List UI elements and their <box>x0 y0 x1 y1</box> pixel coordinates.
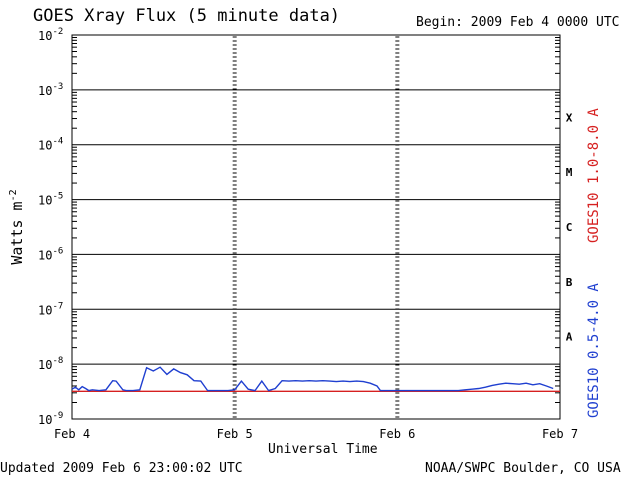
y-tick-label: 10-6 <box>38 246 63 262</box>
y-axis-label-exponent: -2 <box>8 189 19 201</box>
legend-long-channel: GOES10 1.0-8.0 A <box>586 108 602 243</box>
flare-class-label: M <box>566 166 573 179</box>
x-tick-label: Feb 5 <box>217 427 253 441</box>
y-tick-label: 10-2 <box>38 27 63 43</box>
y-tick-label: 10-5 <box>38 192 63 208</box>
series-line-short <box>71 366 554 392</box>
flare-class-label: C <box>566 221 573 234</box>
updated-timestamp: Updated 2009 Feb 6 23:00:02 UTC <box>0 461 243 476</box>
page-title: GOES Xray Flux (5 minute data) <box>33 6 341 26</box>
flare-class-label: B <box>566 276 573 289</box>
x-tick-label: Feb 7 <box>542 427 578 441</box>
y-tick-label: 10-4 <box>38 137 63 153</box>
x-tick-label: Feb 4 <box>54 427 90 441</box>
legend-short-channel: GOES10 0.5-4.0 A <box>586 283 602 418</box>
credit-label: NOAA/SWPC Boulder, CO USA <box>425 461 621 476</box>
x-tick-label: Feb 6 <box>379 427 415 441</box>
y-tick-label: 10-9 <box>38 411 63 427</box>
y-tick-label: 10-3 <box>38 82 63 98</box>
x-axis-label: Universal Time <box>268 442 378 457</box>
begin-time-label: Begin: 2009 Feb 4 0000 UTC <box>416 15 620 30</box>
plot-frame <box>71 34 561 420</box>
flare-class-label: A <box>566 331 573 344</box>
y-axis-label: Watts m-2 <box>8 189 26 264</box>
y-axis-label-text: Watts m <box>8 201 26 264</box>
y-tick-label: 10-7 <box>38 301 63 317</box>
y-tick-label: 10-8 <box>38 356 63 372</box>
flare-class-label: X <box>566 111 573 124</box>
